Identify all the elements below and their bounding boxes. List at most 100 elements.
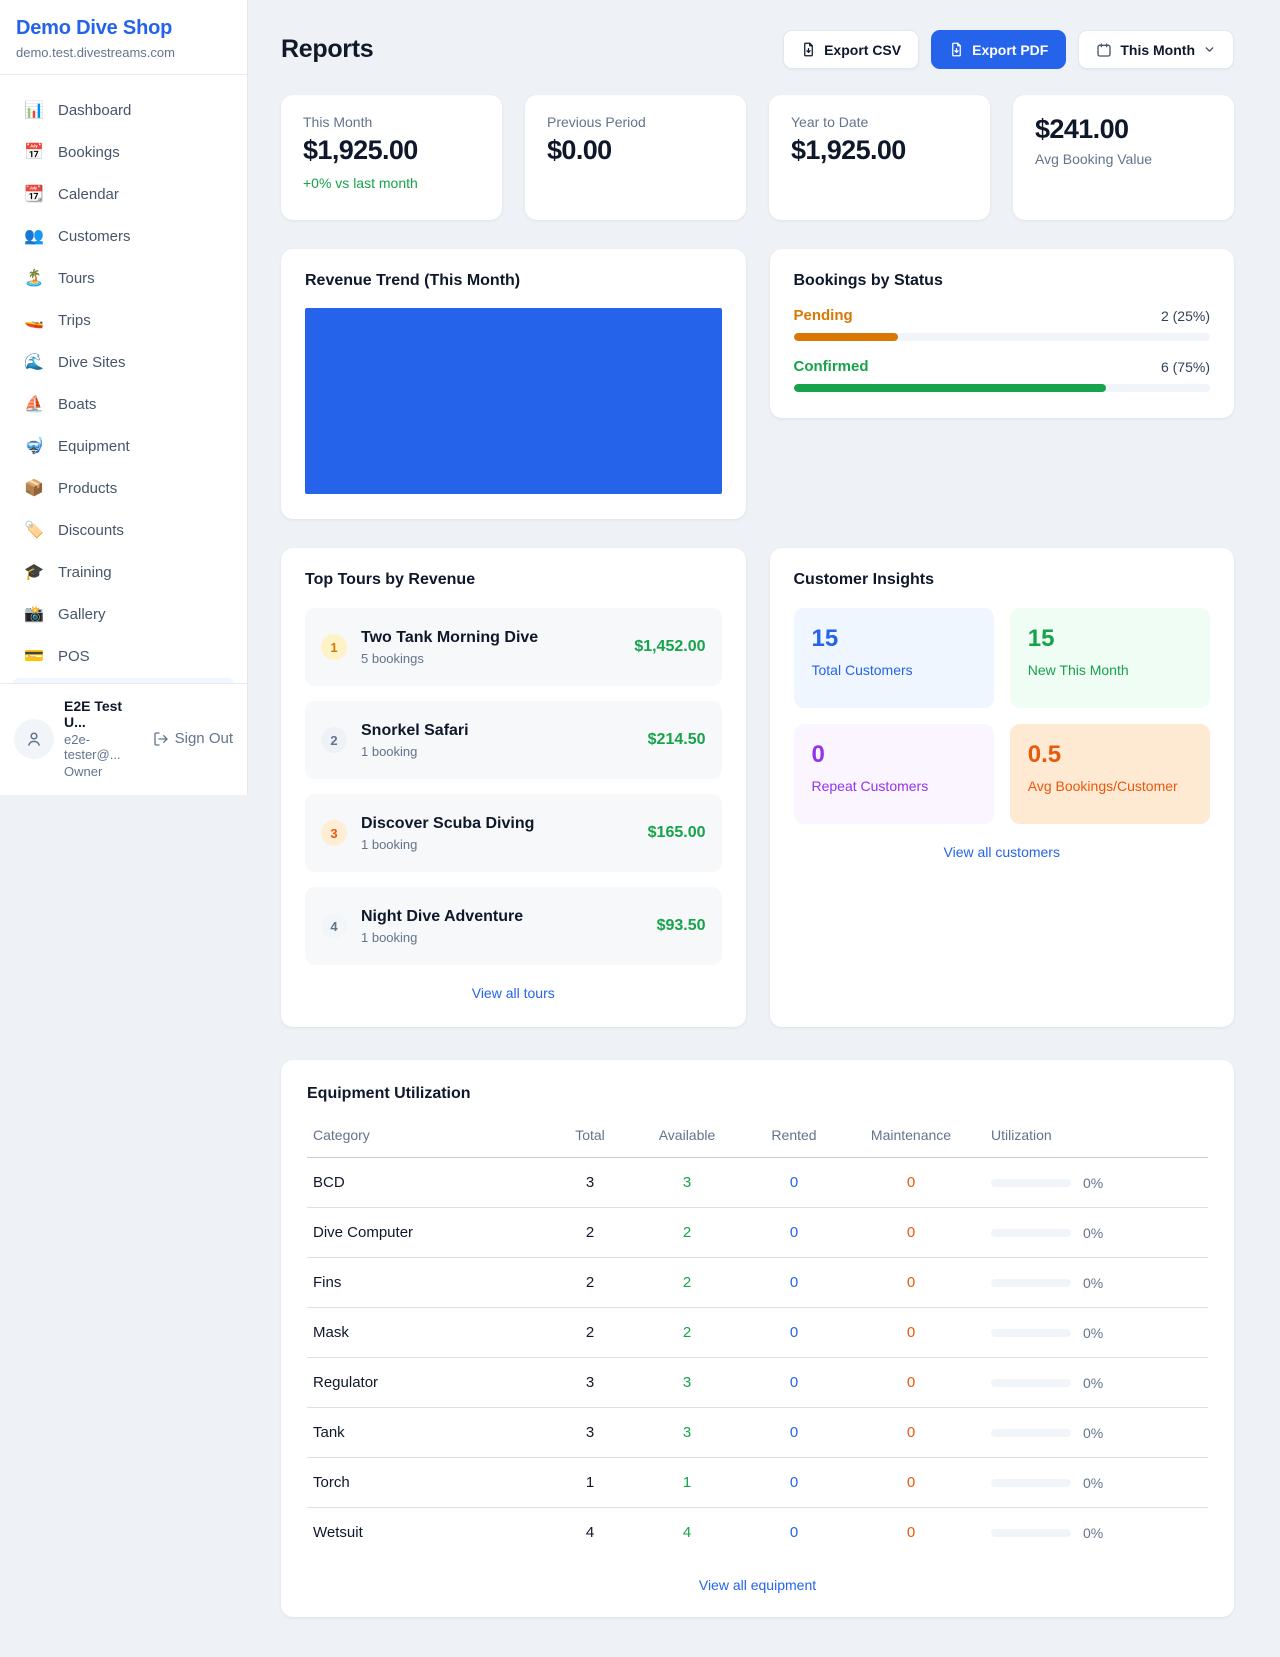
view-all-tours-link[interactable]: View all tours [471, 985, 555, 1001]
cell-maintenance: 0 [906, 1524, 916, 1541]
logout-icon [153, 731, 168, 746]
table-row: BCD 3 3 0 0 0% [307, 1157, 1208, 1208]
cell-available: 2 [631, 1207, 743, 1258]
stat-value: $1,925.00 [791, 135, 906, 165]
sidebar-item-discounts[interactable]: 🏷️ Discounts [12, 509, 235, 551]
sidebar-item-dashboard[interactable]: 📊 Dashboard [12, 89, 235, 131]
sidebar-item-boats[interactable]: ⛵ Boats [12, 383, 235, 425]
cell-available: 1 [631, 1457, 743, 1508]
sidebar-item-label: Training [58, 563, 112, 581]
sidebar-item-trips[interactable]: 🚤 Trips [12, 299, 235, 341]
export-pdf-button[interactable]: Export PDF [931, 30, 1067, 69]
utilization-bar [991, 1428, 1071, 1437]
cell-available: 3 [631, 1157, 743, 1208]
utilization-bar [991, 1478, 1071, 1487]
cell-utilization: 0% [977, 1508, 1208, 1558]
speedboat-icon: 🚤 [24, 312, 44, 329]
period-dropdown[interactable]: This Month [1078, 30, 1234, 69]
bar-chart-icon: 📊 [24, 102, 44, 119]
page-title: Reports [281, 35, 374, 63]
insight-tiles: 15 Total Customers 15 New This Month 0 R… [793, 608, 1210, 824]
cell-maintenance: 0 [845, 1307, 977, 1358]
status-row-pending: Pending 2 (25%) [793, 307, 1210, 341]
table-header-row: Category Total Available Rented Maintena… [307, 1117, 1208, 1158]
main-content: Reports Export CSV Export PDF [248, 0, 1280, 1657]
person-icon [28, 731, 40, 746]
charts-row: Revenue Trend (This Month) Bookings by S… [281, 249, 1234, 519]
column-header-maintenance: Maintenance [845, 1117, 977, 1158]
sidebar-item-bookings[interactable]: 📅 Bookings [12, 131, 235, 173]
utilization-bar [991, 1228, 1071, 1237]
sidebar-header: Demo Dive Shop demo.test.divestreams.com [0, 0, 247, 75]
cell-total: 3 [549, 1157, 631, 1208]
table-row: Fins 2 2 0 0 0% [307, 1257, 1208, 1308]
sidebar-item-gallery[interactable]: 📸 Gallery [12, 593, 235, 635]
sidebar-nav: 📊 Dashboard 📅 Bookings 📆 Calendar 👥 Cust… [0, 75, 247, 683]
tile-label: Repeat Customers [811, 778, 929, 794]
utilization-bar [991, 1378, 1071, 1387]
revenue-bar [305, 308, 722, 494]
sidebar-item-products[interactable]: 📦 Products [12, 467, 235, 509]
user-meta: E2E Test U... e2e-tester@... Owner [64, 698, 143, 779]
stat-label: Year to Date [791, 114, 869, 130]
stat-card-previous-period: Previous Period $0.00 [525, 95, 746, 220]
cell-utilization: 0% [977, 1357, 1208, 1408]
rank-badge: 4 [321, 913, 347, 939]
sidebar-item-label: Dashboard [58, 101, 132, 119]
tour-list-item: 4 Night Dive Adventure 1 booking $93.50 [305, 887, 722, 965]
cell-category: Mask [307, 1307, 549, 1358]
sidebar-item-label: Calendar [58, 185, 119, 203]
file-download-icon [952, 42, 961, 57]
cell-available: 4 [682, 1524, 692, 1541]
sidebar-item-customers[interactable]: 👥 Customers [12, 215, 235, 257]
stat-delta: +0% vs last month [303, 175, 418, 191]
sidebar-item-dive-sites[interactable]: 🌊 Dive Sites [12, 341, 235, 383]
calendar-date-icon: 📅 [24, 144, 44, 161]
sidebar-item-label: Dive Sites [58, 353, 126, 371]
period-label: This Month [1120, 41, 1195, 58]
status-row-confirmed: Confirmed 6 (75%) [793, 358, 1210, 392]
sign-out-button[interactable]: Sign Out [153, 730, 233, 747]
utilization-pct: 0% [1083, 1374, 1104, 1391]
sidebar-item-equipment[interactable]: 🤿 Equipment [12, 425, 235, 467]
stat-label: This Month [303, 114, 373, 130]
cell-rented: 0 [789, 1524, 799, 1541]
tour-amount: $165.00 [647, 824, 706, 841]
sign-out-label: Sign Out [174, 730, 233, 747]
shop-name: Demo Dive Shop [16, 17, 173, 39]
table-row: Mask 2 2 0 0 0% [307, 1307, 1208, 1358]
stat-card-this-month: This Month $1,925.00 +0% vs last month [281, 95, 502, 220]
sidebar-item-reports-partial[interactable] [12, 678, 235, 683]
tour-amount: $93.50 [656, 917, 706, 934]
stat-card-avg-booking-value: $241.00 Avg Booking Value [1013, 95, 1234, 220]
sidebar-item-pos[interactable]: 💳 POS [12, 635, 235, 677]
user-email: e2e-tester@... [64, 732, 121, 762]
cell-maintenance: 0 [845, 1157, 977, 1208]
header-actions: Export CSV Export PDF This Month [783, 30, 1234, 69]
calendar-icon [1097, 42, 1112, 57]
cell-category: BCD [307, 1157, 549, 1208]
cell-rented: 0 [743, 1307, 845, 1358]
tour-name: Snorkel Safari [361, 721, 469, 739]
export-csv-button[interactable]: Export CSV [783, 30, 920, 69]
customer-insights-title: Customer Insights [793, 571, 934, 588]
file-download-icon [804, 42, 813, 57]
cell-utilization: 0% [977, 1407, 1208, 1458]
view-all-customers-link[interactable]: View all customers [943, 844, 1060, 860]
progress-fill-confirmed [793, 384, 1106, 392]
utilization-pct: 0% [1083, 1174, 1104, 1191]
progress-track [793, 333, 1210, 341]
sidebar-item-label: Boats [58, 395, 97, 413]
user-role: Owner [64, 764, 103, 779]
sidebar-item-training[interactable]: 🎓 Training [12, 551, 235, 593]
bookings-by-status-title: Bookings by Status [793, 272, 943, 289]
utilization-pct: 0% [1083, 1224, 1104, 1241]
sidebar-item-label: POS [58, 647, 90, 665]
sidebar-item-calendar[interactable]: 📆 Calendar [12, 173, 235, 215]
view-all-equipment-link[interactable]: View all equipment [698, 1577, 817, 1593]
equipment-utilization-title: Equipment Utilization [307, 1085, 471, 1102]
utilization-pct: 0% [1083, 1324, 1104, 1341]
tour-bookings: 5 bookings [361, 650, 424, 666]
sidebar-item-tours[interactable]: 🏝️ Tours [12, 257, 235, 299]
sidebar-item-label: Tours [58, 269, 95, 287]
